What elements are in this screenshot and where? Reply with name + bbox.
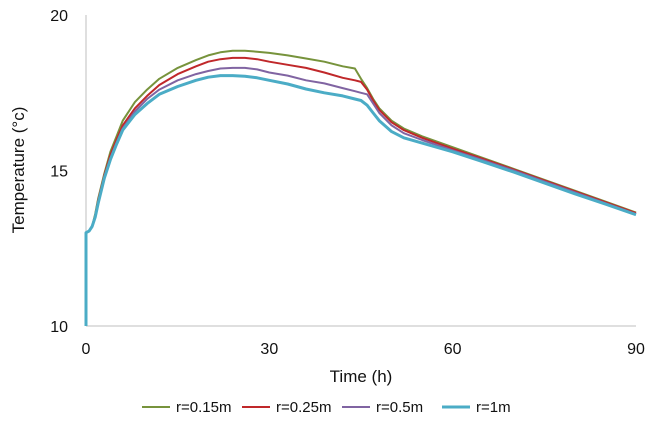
y-tick-label: 10 [50, 319, 68, 336]
series-layer [84, 49, 637, 326]
series-line-r-0-5m [85, 66, 637, 326]
legend-item: r=0.15m [142, 399, 231, 416]
axes-layer [85, 15, 636, 327]
x-tick-label: 30 [260, 341, 278, 358]
legend-label: r=1m [476, 399, 511, 416]
x-axis-title: Time (h) [330, 367, 393, 386]
series-line-r-1m [84, 74, 637, 326]
legend-label: r=0.25m [276, 399, 331, 416]
series-line-r-0-25m [85, 56, 637, 326]
x-tick-label: 60 [444, 341, 462, 358]
x-tick-label: 90 [627, 341, 645, 358]
legend-item: r=0.25m [242, 399, 331, 416]
y-axis-title: Temperature (°c) [9, 107, 28, 234]
x-tick-label: 0 [82, 341, 91, 358]
y-tick-label: 15 [50, 164, 68, 181]
tick-labels-layer: 0 30 60 90 10 15 20 [50, 8, 645, 358]
legend-label: r=0.5m [376, 399, 423, 416]
legend-item: r=1m [442, 399, 511, 416]
legend-item: r=0.5m [342, 399, 423, 416]
legend: r=0.15m r=0.25m r=0.5m r=1m [142, 399, 511, 416]
legend-label: r=0.15m [176, 399, 231, 416]
y-tick-label: 20 [50, 8, 68, 25]
